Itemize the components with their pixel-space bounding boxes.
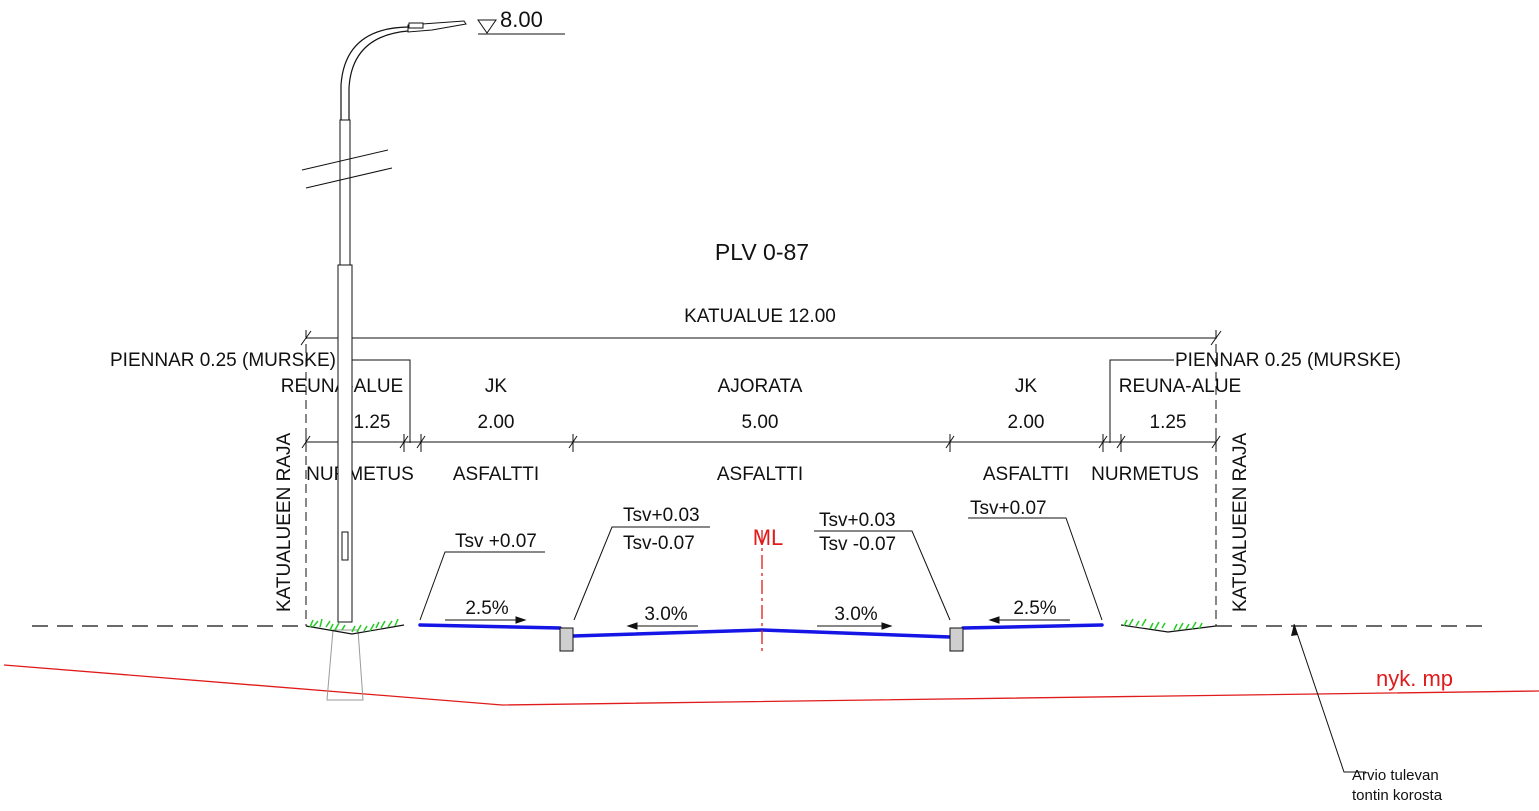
right-curb [949,627,964,652]
right-walk-height: Tsv+0.07 [970,498,1047,519]
right-grass-surface [1120,624,1217,633]
left-walk-height: Tsv +0.07 [455,531,537,552]
left-walk-name: JK [485,376,508,397]
left-road-slope: 3.0% [644,604,687,625]
right-road-slope: 3.0% [834,604,877,625]
roadway-width: 5.00 [742,412,779,433]
lamp-elevation-marker [477,19,565,35]
left-edge-width: 1.25 [354,412,391,433]
pavement-surface [418,623,1104,639]
right-curb-height-top: Tsv+0.03 [819,510,896,531]
roadway-name: AJORATA [718,376,803,397]
existing-ground-line [3,664,1539,706]
right-edge-width: 1.25 [1150,412,1187,433]
total-width-tick-right [1210,330,1222,346]
left-shoulder-leader [348,359,411,443]
total-width-label: KATUALUE 12.00 [684,306,836,327]
roadway-surface: ASFALTTI [717,464,803,485]
right-walk-slope: 2.5% [1013,598,1056,619]
left-walk-surface: ASFALTTI [453,464,539,485]
total-width-tick-left [300,330,312,346]
note-line-1: Arvio tulevan [1352,767,1439,784]
left-edge-surface: NURMETUS [306,464,414,485]
left-boundary-label: KATUALUEEN RAJA [274,433,295,612]
right-shoulder-label: PIENNAR 0.25 (MURSKE) [1175,350,1401,371]
right-edge-name: REUNA-ALUE [1119,376,1241,397]
right-curb-height-bottom: Tsv -0.07 [819,534,896,555]
left-shoulder-label: PIENNAR 0.25 (MURSKE) [110,350,336,371]
slope-arrows [445,616,1070,630]
left-grass-tufts [309,618,399,633]
street-lamp [301,20,467,701]
right-walk-width: 2.00 [1008,412,1045,433]
right-walk-surface: ASFALTTI [983,464,1069,485]
left-curb-height-top: Tsv+0.03 [623,505,700,526]
section-title: PLV 0-87 [715,239,809,265]
left-curb [559,627,574,652]
right-walk-name: JK [1015,376,1038,397]
existing-ground-label: nyk. mp [1376,666,1453,691]
left-walk-slope: 2.5% [465,598,508,619]
right-boundary-label: KATUALUEEN RAJA [1230,433,1251,612]
right-shoulder-leader [1109,359,1174,443]
left-curb-height-bottom: Tsv-0.07 [623,533,695,554]
centerline-label: ML [753,525,784,550]
right-edge-surface: NURMETUS [1091,464,1199,485]
left-grass-surface [305,624,405,635]
lamp-elevation-label: 8.00 [500,7,543,32]
section-dimension-line [301,434,1221,452]
plot-level-note-leader [1291,623,1366,773]
height-leaders [419,517,1103,621]
note-line-2: tontin korosta [1352,787,1443,804]
right-grass-tufts [1123,618,1203,631]
left-walk-width: 2.00 [478,412,515,433]
